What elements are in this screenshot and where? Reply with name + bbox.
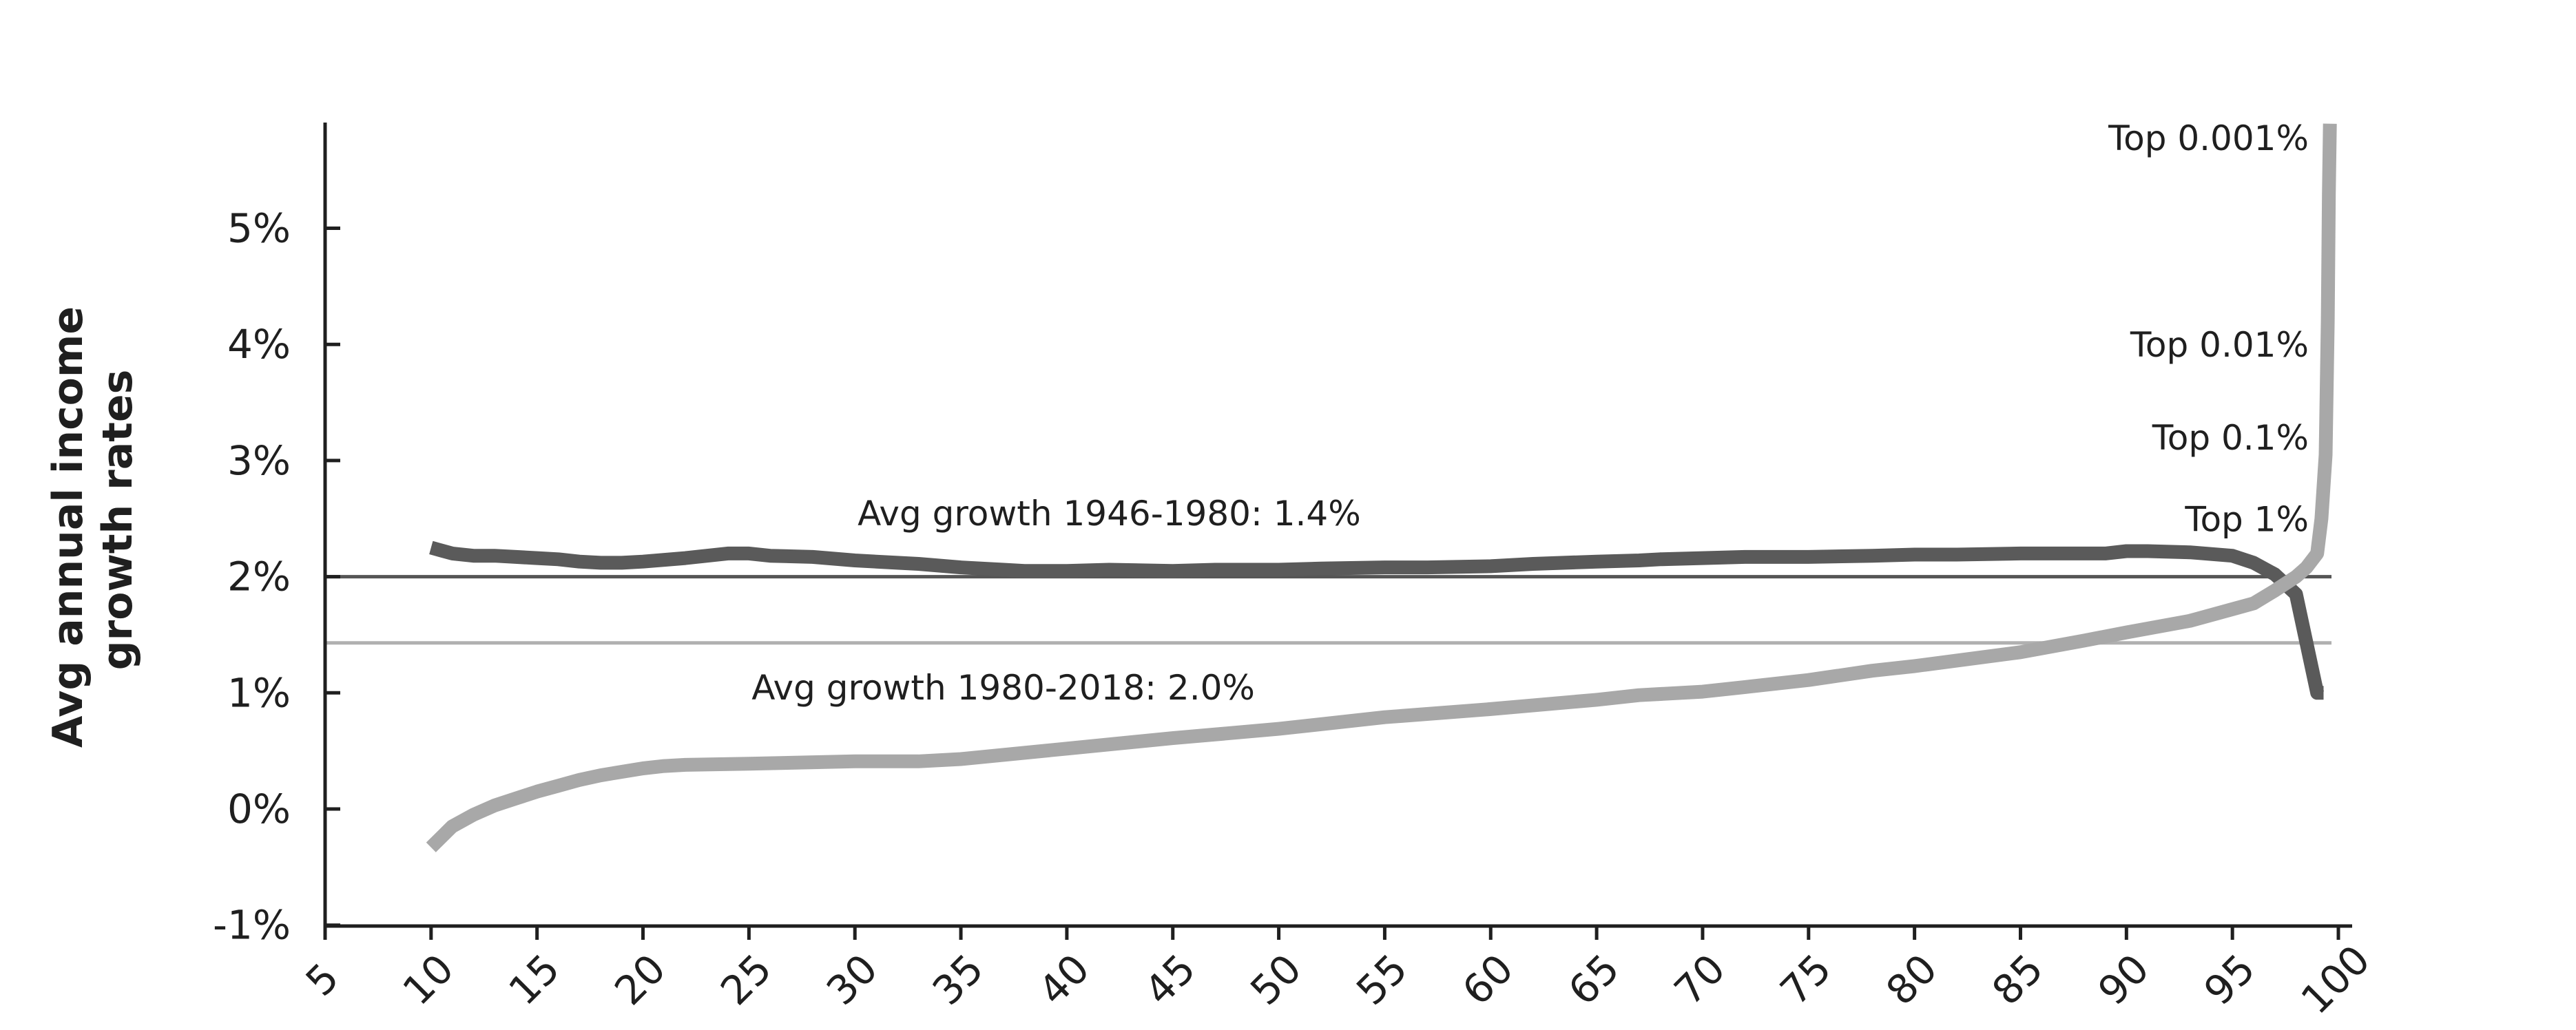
x-tick-label: 70 xyxy=(1665,945,1734,1014)
series-line-1946-1980 xyxy=(429,540,2325,700)
y-tick-label: 3% xyxy=(227,437,291,484)
x-tick-label: 65 xyxy=(1559,945,1628,1014)
x-tick-label: 95 xyxy=(2195,945,2264,1014)
annotation-avg-1946-1980: Avg growth 1946-1980: 1.4% xyxy=(858,494,1361,534)
y-tick-label: 0% xyxy=(227,786,291,832)
x-tick-label: 25 xyxy=(711,945,780,1014)
x-tick-label: 60 xyxy=(1453,945,1522,1014)
x-tick-label: 35 xyxy=(924,945,993,1014)
x-tick-label: 100 xyxy=(2292,936,2379,1023)
x-tick-label: 30 xyxy=(818,945,886,1014)
annotation-top-01: Top 0.1% xyxy=(2152,418,2309,458)
y-tick-label: 4% xyxy=(227,321,291,368)
x-tick-label: 20 xyxy=(605,945,674,1014)
annotation-top-001: Top 0.01% xyxy=(2130,325,2309,365)
axes xyxy=(323,123,2352,928)
x-ticks: 5 10 15 20 25 30 35 40 45 50 55 60 65 70 75 80 85 90 95 100 xyxy=(297,926,2379,1023)
y-ticks: -1% 0% 1% 2% 3% 4% 5% xyxy=(213,205,340,949)
series-line-1980-2018 xyxy=(426,123,2337,852)
x-tick-label: 75 xyxy=(1772,945,1840,1014)
y-tick-label: -1% xyxy=(213,902,291,949)
y-axis-label-line-2: growth rates xyxy=(94,370,142,671)
annotation-avg-1980-2018: Avg growth 1980-2018: 2.0% xyxy=(751,668,1255,708)
y-tick-label: 5% xyxy=(227,205,291,252)
annotation-top-1: Top 1% xyxy=(2184,499,2309,539)
x-tick-label: 50 xyxy=(1241,945,1310,1014)
annotations: Avg growth 1946-1980: 1.4% Avg growth 198… xyxy=(751,118,2309,708)
x-tick-label: 5 xyxy=(297,954,348,1005)
y-tick-label: 2% xyxy=(227,554,291,600)
x-tick-label: 85 xyxy=(1983,945,2052,1014)
x-tick-label: 15 xyxy=(499,945,568,1014)
y-axis-label: Avg annual income growth rates xyxy=(44,292,142,748)
series-lines xyxy=(426,123,2337,852)
x-tick-label: 45 xyxy=(1135,945,1204,1014)
x-tick-label: 80 xyxy=(1877,945,1946,1014)
x-tick-label: 55 xyxy=(1347,945,1416,1014)
x-tick-label: 90 xyxy=(2089,945,2158,1014)
y-tick-label: 1% xyxy=(227,669,291,716)
x-tick-label: 40 xyxy=(1030,945,1099,1014)
y-axis-label-line-1: Avg annual income xyxy=(44,306,92,748)
reference-lines xyxy=(325,575,2331,645)
x-tick-label: 10 xyxy=(394,945,463,1014)
annotation-top-0001: Top 0.001% xyxy=(2108,118,2309,158)
